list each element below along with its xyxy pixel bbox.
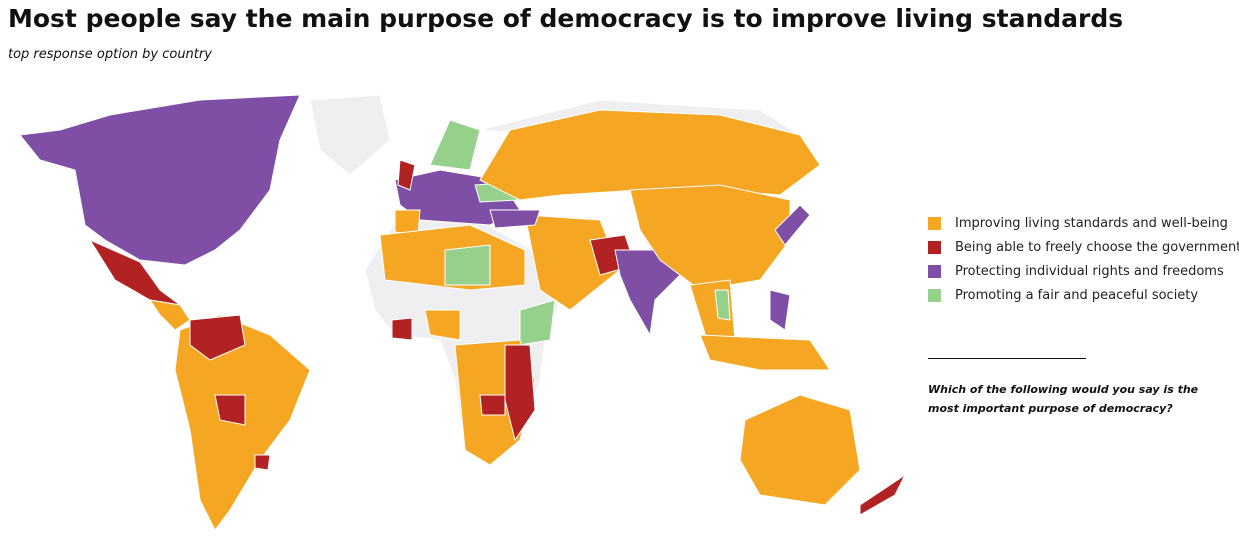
legend-label: Improving living standards and well-bein… <box>955 215 1228 231</box>
legend-label: Promoting a fair and peaceful society <box>955 287 1199 303</box>
region <box>699 334 831 371</box>
legend-swatch <box>928 216 941 230</box>
legend-swatch <box>928 288 941 302</box>
region <box>479 109 821 201</box>
divider <box>928 358 1086 359</box>
region <box>489 209 541 229</box>
region <box>254 454 271 471</box>
region <box>629 184 791 291</box>
region <box>444 244 491 286</box>
region <box>19 94 301 266</box>
region <box>479 394 506 416</box>
region <box>429 119 481 171</box>
legend-item: Promoting a fair and peaceful society <box>928 283 1239 307</box>
legend-label: Being able to freely choose the governme… <box>955 239 1239 255</box>
world-map <box>19 94 907 531</box>
legend-item: Improving living standards and well-bein… <box>928 211 1239 235</box>
region <box>714 289 731 321</box>
legend: Improving living standards and well-bein… <box>928 211 1239 307</box>
subtitle: top response option by country <box>8 47 212 62</box>
region <box>148 299 191 331</box>
legend-item: Being able to freely choose the governme… <box>928 235 1239 259</box>
title: Most people say the main purpose of demo… <box>8 4 1124 33</box>
region <box>214 394 246 426</box>
region <box>189 314 246 361</box>
region <box>424 309 461 341</box>
region <box>397 159 416 191</box>
legend-item: Protecting individual rights and freedom… <box>928 259 1239 283</box>
region <box>391 317 413 341</box>
region <box>739 394 861 506</box>
region <box>504 344 536 442</box>
question: Which of the following would you say is … <box>928 383 1199 415</box>
region <box>769 289 791 331</box>
legend-swatch <box>928 240 941 254</box>
legend-swatch <box>928 264 941 278</box>
region <box>774 204 811 246</box>
legend-label: Protecting individual rights and freedom… <box>955 263 1224 279</box>
region <box>859 473 907 516</box>
land <box>309 94 391 176</box>
region <box>519 299 556 346</box>
